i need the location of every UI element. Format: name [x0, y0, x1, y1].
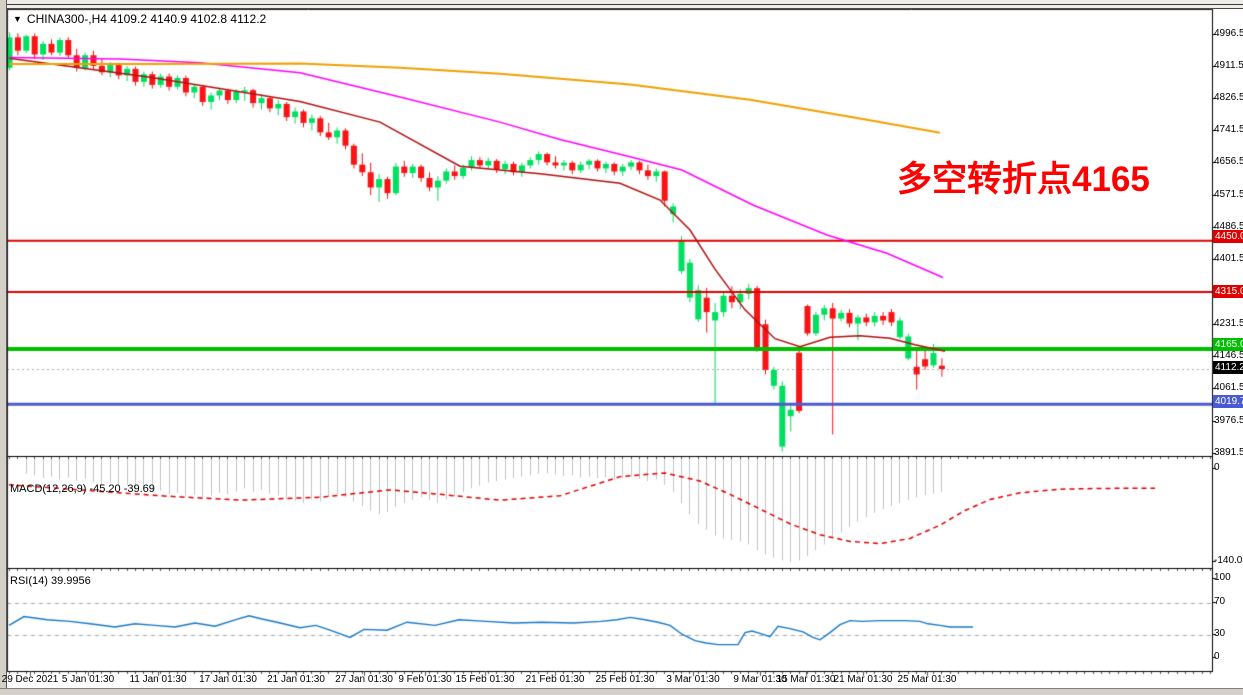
rsi-indicator-label: RSI(14) 39.9956	[10, 575, 91, 587]
window-bottom-border	[0, 688, 1243, 695]
price-tick-label: 4656.5	[1214, 156, 1243, 167]
time-tick-label: 21 Mar 01:30	[833, 674, 893, 685]
price-tick-label: 4401.5	[1214, 253, 1243, 264]
time-tick-label: 15 Mar 01:30	[776, 674, 836, 685]
time-tick-label: 27 Jan 01:30	[335, 674, 393, 685]
price-tag: 4019.7	[1213, 395, 1243, 408]
annotation-text: 多空转折点4165	[897, 160, 1150, 199]
chevron-down-icon[interactable]: ▼	[13, 14, 22, 24]
price-tag: 4112.2	[1213, 361, 1243, 374]
price-tag: 4450.0	[1213, 230, 1243, 243]
price-tick-label: 4146.5	[1214, 350, 1243, 361]
indicator-scale-label: 30	[1214, 628, 1226, 639]
price-tick-label: 4231.5	[1214, 318, 1243, 329]
price-tick-label: 4486.5	[1214, 221, 1243, 232]
time-tick-label: 9 Feb 01:30	[398, 674, 452, 685]
time-tick-label: 3 Mar 01:30	[666, 674, 720, 685]
price-tag: 4315.0	[1213, 285, 1243, 298]
time-tick-label: 29 Dec 2021	[1, 674, 59, 685]
indicator-scale-label: 0	[1214, 651, 1220, 662]
price-tick-label: 3976.5	[1214, 415, 1243, 426]
price-tick-label: 4061.5	[1214, 382, 1243, 393]
indicator-scale-label: -140.03	[1214, 555, 1243, 566]
price-tick-label: 3891.5	[1214, 447, 1243, 458]
price-tick-label: 4826.5	[1214, 92, 1243, 103]
chart-title: ▼ CHINA300-,H4 4109.2 4140.9 4102.8 4112.…	[13, 12, 266, 26]
indicator-scale-label: 100	[1214, 572, 1231, 583]
time-tick-label: 21 Jan 01:30	[267, 674, 325, 685]
time-tick-label: 15 Feb 01:30	[455, 674, 515, 685]
indicator-scale-label: 70	[1214, 596, 1226, 607]
time-tick-label: 25 Feb 01:30	[595, 674, 655, 685]
macd-indicator-label: MACD(12,26,9) -45.20 -39.69	[10, 483, 155, 495]
price-tick-label: 4996.5	[1214, 28, 1243, 39]
price-tick-label: 4741.5	[1214, 124, 1243, 135]
time-tick-label: 9 Mar 01:30	[733, 674, 787, 685]
chart-title-text: CHINA300-,H4 4109.2 4140.9 4102.8 4112.2	[26, 12, 267, 26]
time-tick-label: 5 Jan 01:30	[61, 674, 115, 685]
price-tag: 4165.0	[1213, 338, 1243, 351]
time-tick-label: 25 Mar 01:30	[897, 674, 957, 685]
indicator-scale-label: 0	[1214, 462, 1220, 473]
price-tick-label: 4571.5	[1214, 189, 1243, 200]
window-left-border	[0, 0, 7, 695]
window-top-border	[0, 0, 1243, 9]
time-tick-label: 11 Jan 01:30	[129, 674, 187, 685]
time-tick-label: 17 Jan 01:30	[199, 674, 257, 685]
price-tick-label: 4911.5	[1214, 60, 1243, 71]
time-tick-label: 21 Feb 01:30	[525, 674, 585, 685]
